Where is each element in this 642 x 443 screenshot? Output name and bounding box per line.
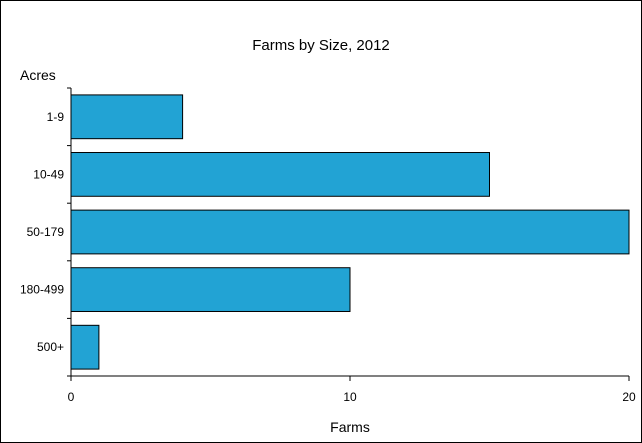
bar-10-49 [70,152,490,197]
y-tick-label: 500+ [37,340,64,354]
x-tick-label: 10 [343,390,357,404]
y-tick-label: 10-49 [33,167,64,181]
x-tick-label: 0 [68,390,75,404]
bars-group [70,94,630,370]
axes-group: 1-9 10-49 50-179 180-499 500+ 0 10 20 [20,87,636,404]
bar-50-179 [70,209,630,255]
y-tick-label: 1-9 [47,110,65,124]
bar-500+ [70,324,100,370]
y-tick-label: 180-499 [20,283,64,297]
x-tick-label: 20 [622,390,636,404]
y-tick-label: 50-179 [27,225,65,239]
bar-180-499 [70,267,351,312]
y-axis-label: Acres [20,67,56,83]
chart-title: Farms by Size, 2012 [252,37,390,54]
x-axis-label: Farms [330,419,370,435]
bar-1-9 [70,94,184,140]
